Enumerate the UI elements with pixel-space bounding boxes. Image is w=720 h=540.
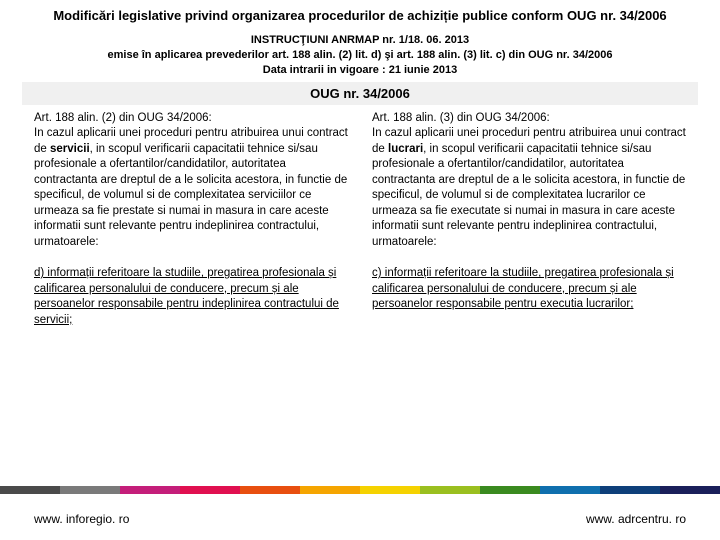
header-line1: INSTRUCŢIUNI ANRMAP nr. 1/18. 06. 2013	[32, 33, 688, 48]
instructions-header: INSTRUCŢIUNI ANRMAP nr. 1/18. 06. 2013 e…	[22, 29, 698, 82]
left-subpoint: d) informații referitoare la studiile, p…	[22, 260, 360, 338]
strip-seg	[300, 486, 360, 494]
strip-seg	[360, 486, 420, 494]
strip-seg	[480, 486, 540, 494]
left-cell: Art. 188 alin. (2) din OUG 34/2006: In c…	[22, 105, 360, 261]
strip-seg	[660, 486, 720, 494]
strip-seg	[0, 486, 60, 494]
law-title: OUG nr. 34/2006	[22, 82, 698, 105]
right-para2: , in scopul verificarii capacitatii tehn…	[372, 143, 685, 248]
footer: www. inforegio. ro www. adrcentru. ro	[0, 512, 720, 526]
strip-seg	[180, 486, 240, 494]
strip-seg	[600, 486, 660, 494]
footer-right-url: www. adrcentru. ro	[586, 512, 686, 526]
article-row: Art. 188 alin. (2) din OUG 34/2006: In c…	[22, 105, 698, 261]
strip-seg	[240, 486, 300, 494]
law-title-row: OUG nr. 34/2006	[22, 82, 698, 105]
left-art-head: Art. 188 alin. (2) din OUG 34/2006:	[34, 112, 212, 124]
strip-seg	[540, 486, 600, 494]
right-cell: Art. 188 alin. (3) din OUG 34/2006: In c…	[360, 105, 698, 261]
right-keyword: lucrari	[388, 143, 423, 155]
left-subpoint-text: d) informații referitoare la studiile, p…	[34, 267, 339, 326]
content-table: INSTRUCŢIUNI ANRMAP nr. 1/18. 06. 2013 e…	[22, 29, 698, 338]
header-line2: emise în aplicarea prevederilor art. 188…	[32, 48, 688, 63]
right-subpoint: c) informații referitoare la studiile, p…	[360, 260, 698, 338]
footer-left-url: www. inforegio. ro	[34, 512, 129, 526]
right-subpoint-text: c) informații referitoare la studiile, p…	[372, 267, 674, 310]
left-para2: , in scopul verificarii capacitatii tehn…	[34, 143, 347, 248]
strip-seg	[60, 486, 120, 494]
left-keyword: servicii	[50, 143, 90, 155]
strip-seg	[420, 486, 480, 494]
header-line3: Data intrarii in vigoare : 21 iunie 2013	[32, 63, 688, 78]
subpoint-row: d) informații referitoare la studiile, p…	[22, 260, 698, 338]
page-title: Modificări legislative privind organizar…	[0, 0, 720, 29]
strip-seg	[120, 486, 180, 494]
color-strip	[0, 486, 720, 494]
right-art-head: Art. 188 alin. (3) din OUG 34/2006:	[372, 112, 550, 124]
